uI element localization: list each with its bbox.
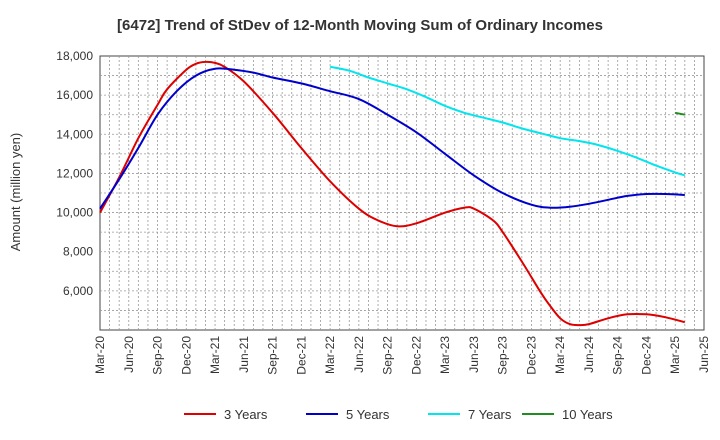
- y-tick-label: 10,000: [56, 206, 93, 220]
- x-tick-label: Mar-22: [323, 336, 337, 374]
- series-line-10-years: [675, 111, 685, 116]
- x-tick-label: Jun-22: [352, 336, 366, 373]
- y-tick-label: 16,000: [56, 88, 93, 102]
- x-tick-label: Dec-21: [294, 336, 308, 375]
- legend-label-7-years: 7 Years: [468, 407, 512, 422]
- series-line-5-years: [99, 67, 685, 210]
- series-line-7-years: [329, 65, 686, 177]
- series-lines: [99, 60, 686, 327]
- x-tick-label: Dec-20: [179, 336, 193, 375]
- legend: 3 Years 5 Years 7 Years 10 Years: [184, 407, 613, 422]
- x-tick-label: Dec-23: [524, 336, 538, 375]
- x-tick-label: Sep-24: [611, 336, 625, 375]
- y-tick-label: 14,000: [56, 127, 93, 141]
- x-tick-label: Jun-21: [237, 336, 251, 373]
- y-axis-ticks: 6,000 8,000 10,000 12,000 14,000 16,000 18,000: [56, 49, 93, 298]
- x-tick-label: Mar-24: [553, 336, 567, 374]
- x-tick-label: Mar-21: [208, 336, 222, 374]
- y-tick-label: 8,000: [63, 245, 93, 259]
- legend-label-5-years: 5 Years: [346, 407, 390, 422]
- x-tick-label: Jun-24: [582, 336, 596, 373]
- x-tick-label: Sep-21: [266, 336, 280, 375]
- series-line-3-years: [99, 60, 686, 327]
- legend-label-3-years: 3 Years: [224, 407, 268, 422]
- x-tick-label: Jun-20: [122, 336, 136, 373]
- x-axis-ticks: Mar-20 Jun-20 Sep-20 Dec-20 Mar-21 Jun-21 Sep-…: [93, 336, 711, 375]
- y-tick-label: 6,000: [63, 284, 93, 298]
- y-tick-label: 18,000: [56, 49, 93, 63]
- x-tick-label: Sep-23: [496, 336, 510, 375]
- x-tick-label: Dec-24: [639, 336, 653, 375]
- y-tick-label: 12,000: [56, 166, 93, 180]
- x-tick-label: Dec-22: [409, 336, 423, 375]
- grid-lines: [100, 56, 704, 330]
- x-tick-label: Mar-23: [438, 336, 452, 374]
- chart-title: [6472] Trend of StDev of 12-Month Moving…: [117, 17, 603, 34]
- y-axis-label: Amount (million yen): [8, 133, 23, 252]
- legend-label-10-years: 10 Years: [562, 407, 613, 422]
- x-tick-label: Sep-22: [381, 336, 395, 375]
- x-tick-label: Sep-20: [151, 336, 165, 375]
- x-tick-label: Mar-25: [668, 336, 682, 374]
- x-tick-label: Jun-23: [467, 336, 481, 373]
- x-tick-label: Jun-25: [697, 336, 711, 373]
- x-tick-label: Mar-20: [93, 336, 107, 374]
